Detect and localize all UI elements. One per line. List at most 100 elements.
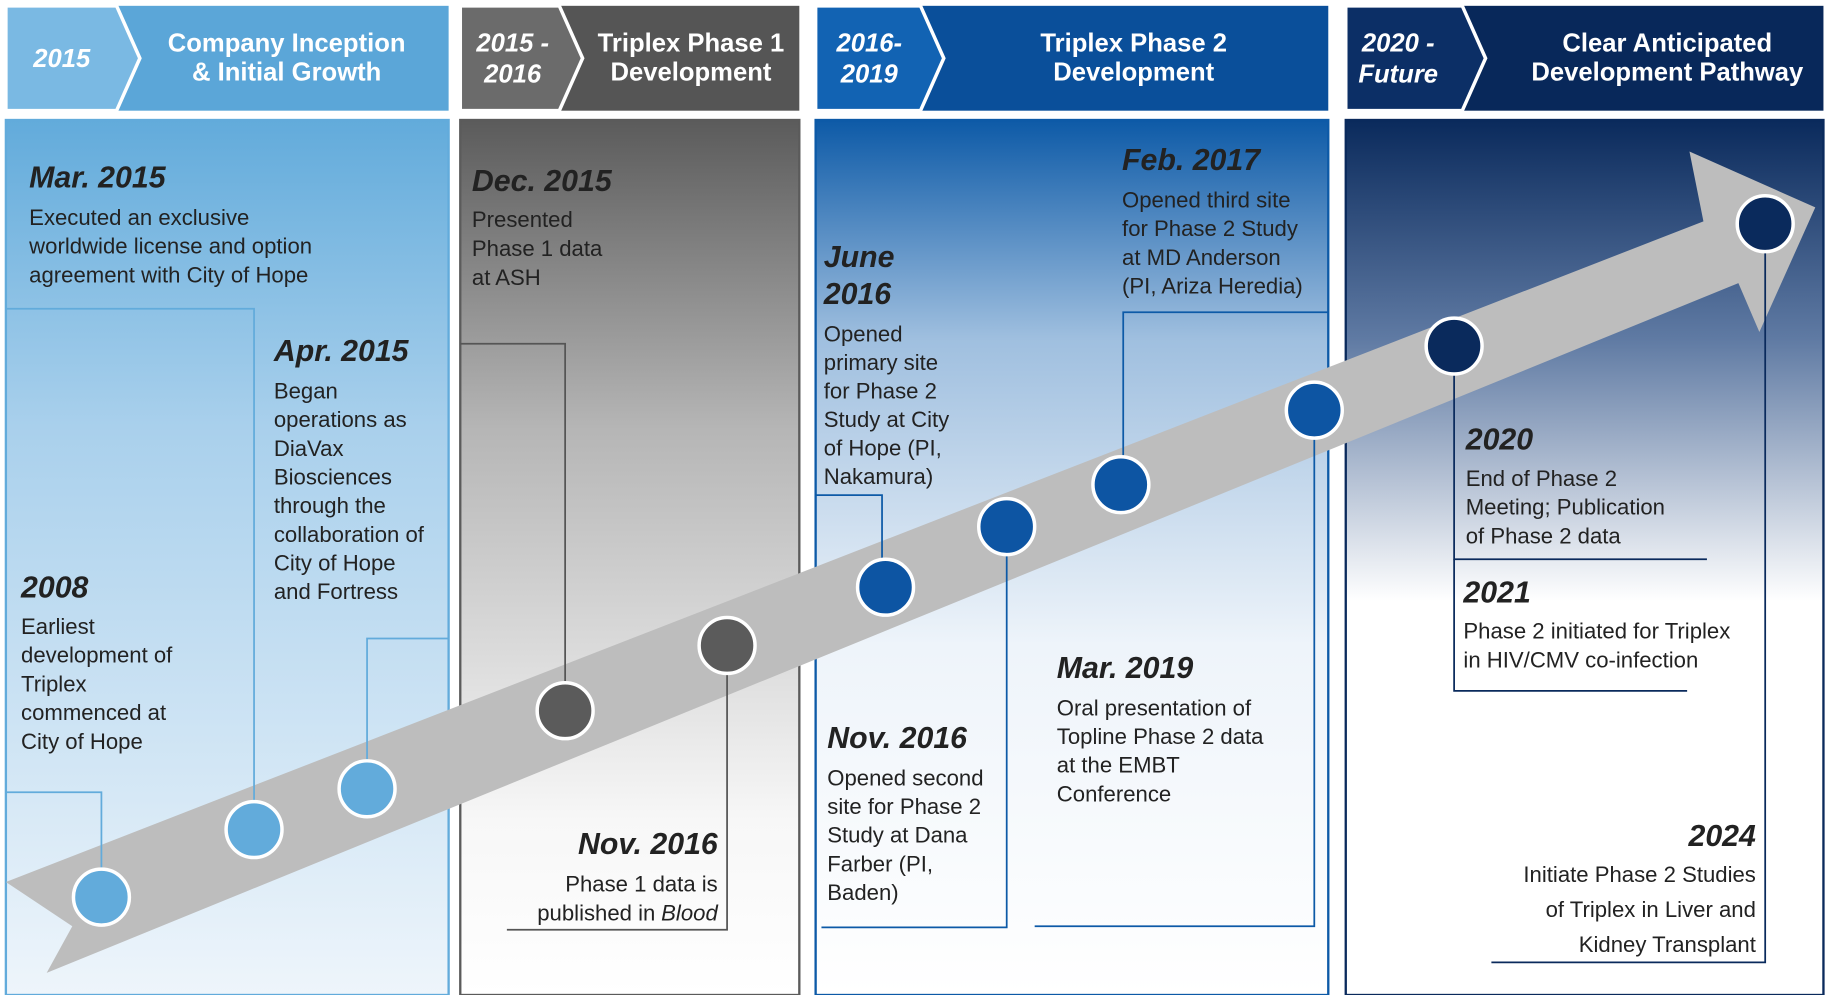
event-text: development of [21, 643, 173, 668]
event-text: Farber (PI, [827, 851, 933, 876]
event-text: Began [274, 378, 338, 403]
header-title-box [116, 5, 449, 111]
phase-period: 2016- [835, 29, 902, 57]
connector [5, 791, 103, 870]
event-text-italic: Blood [661, 900, 718, 925]
milestone [1284, 380, 1345, 440]
event-text: site for Phase 2 [827, 794, 981, 819]
event-text: Opened [824, 321, 903, 346]
event-text: DiaVax [274, 436, 344, 461]
header-period-box [1344, 4, 1488, 113]
phase-title: Triplex Phase 2 [1040, 29, 1227, 57]
event-text: of Hope (PI, [824, 436, 942, 461]
phase-period: 2016 [483, 61, 542, 89]
event-text: City of Hope [274, 550, 396, 575]
connector [815, 494, 883, 560]
header-title-box [1462, 5, 1824, 111]
event-date: June [824, 241, 895, 274]
phase-title: Triplex Phase 1 [598, 29, 785, 57]
event-date: Mar. 2015 [29, 162, 167, 195]
event-date: Nov. 2016 [578, 828, 718, 861]
milestone [976, 496, 1037, 557]
event-text: Triplex [21, 671, 87, 696]
event-text: Study at Dana [827, 823, 968, 848]
header-period-box [458, 4, 585, 113]
phase-title: Development Pathway [1531, 58, 1804, 86]
event-text: Presented [472, 207, 573, 232]
connector [1453, 559, 1688, 692]
event-date: Apr. 2015 [273, 335, 410, 368]
header-period-box [4, 4, 142, 113]
milestones [71, 193, 1795, 927]
event-text: Baden) [827, 880, 898, 905]
header-period-box [813, 4, 946, 113]
panels [4, 118, 1825, 995]
event-date: 2024 [1687, 820, 1756, 853]
milestone [1735, 193, 1795, 254]
phase-title: & Initial Growth [192, 58, 381, 86]
event-date: Feb. 2017 [1122, 144, 1262, 177]
event-text: Earliest [21, 614, 95, 639]
event-text: Opened second [827, 765, 983, 790]
event-text: City of Hope [21, 729, 143, 754]
timeline-arrow [5, 151, 1816, 973]
event-text: End of Phase 2 [1466, 466, 1617, 491]
event-text: Phase 1 data [472, 236, 603, 261]
event-text: worldwide license and option [28, 234, 312, 259]
milestone [855, 557, 916, 617]
milestone [337, 759, 397, 819]
event-text: Kidney Transplant [1579, 932, 1756, 957]
event-text: primary site [824, 350, 938, 375]
milestone [697, 615, 757, 676]
connector [1034, 438, 1316, 928]
event-date: 2016 [823, 278, 892, 311]
phase-title: Company Inception [168, 29, 406, 57]
connector [1122, 311, 1329, 457]
event-text: Oral presentation of [1057, 695, 1252, 720]
event-date: Mar. 2019 [1057, 652, 1194, 685]
event-text: and Fortress [274, 579, 398, 604]
event-text: Study at City [824, 407, 950, 432]
event-text: operations as [274, 407, 407, 432]
event-text: commenced at [21, 700, 166, 725]
phase-title: Clear Anticipated [1562, 29, 1772, 57]
event-text: collaboration of [274, 522, 425, 547]
event-text: Executed an exclusive [29, 205, 249, 230]
event-text: published in [537, 900, 655, 925]
event-text: Topline Phase 2 data [1057, 724, 1264, 749]
connector [366, 637, 449, 761]
phase-period: Future [1358, 61, 1438, 89]
phase-title: Development [1053, 58, 1214, 86]
milestone [535, 681, 595, 741]
event-text: for Phase 2 Study [1122, 216, 1299, 241]
phase-period: 2015 [32, 45, 91, 73]
header-title-box [920, 5, 1329, 111]
phase-period: 2015 - [475, 29, 549, 57]
event-text: Biosciences [274, 464, 392, 489]
phase-period: 2020 - [1361, 29, 1435, 57]
event-date: Dec. 2015 [472, 165, 613, 198]
event-date: 2020 [1465, 424, 1534, 457]
milestone [1091, 454, 1151, 515]
event-text: through the [274, 493, 386, 518]
event-date: 2021 [1462, 576, 1530, 609]
connector [821, 554, 1008, 929]
event-text: of Triplex in Liver and [1546, 897, 1756, 922]
event-text: (PI, Ariza Heredia) [1122, 274, 1303, 299]
connector [1491, 251, 1767, 964]
milestone [224, 799, 284, 860]
event-date: 2008 [20, 572, 89, 605]
event-text: at MD Anderson [1122, 245, 1281, 270]
connector [460, 342, 567, 683]
connector [5, 307, 255, 802]
header [4, 4, 1824, 113]
event-text: of Phase 2 data [1466, 523, 1622, 548]
event-text: Phase 2 initiated for Triplex [1463, 618, 1730, 643]
header-title-box [559, 5, 800, 111]
phase-period: 2019 [840, 61, 899, 89]
event-text: Conference [1057, 781, 1171, 806]
milestone [71, 867, 132, 927]
event-text: Meeting; Publication [1466, 495, 1665, 520]
event-date: Nov. 2016 [827, 722, 967, 755]
